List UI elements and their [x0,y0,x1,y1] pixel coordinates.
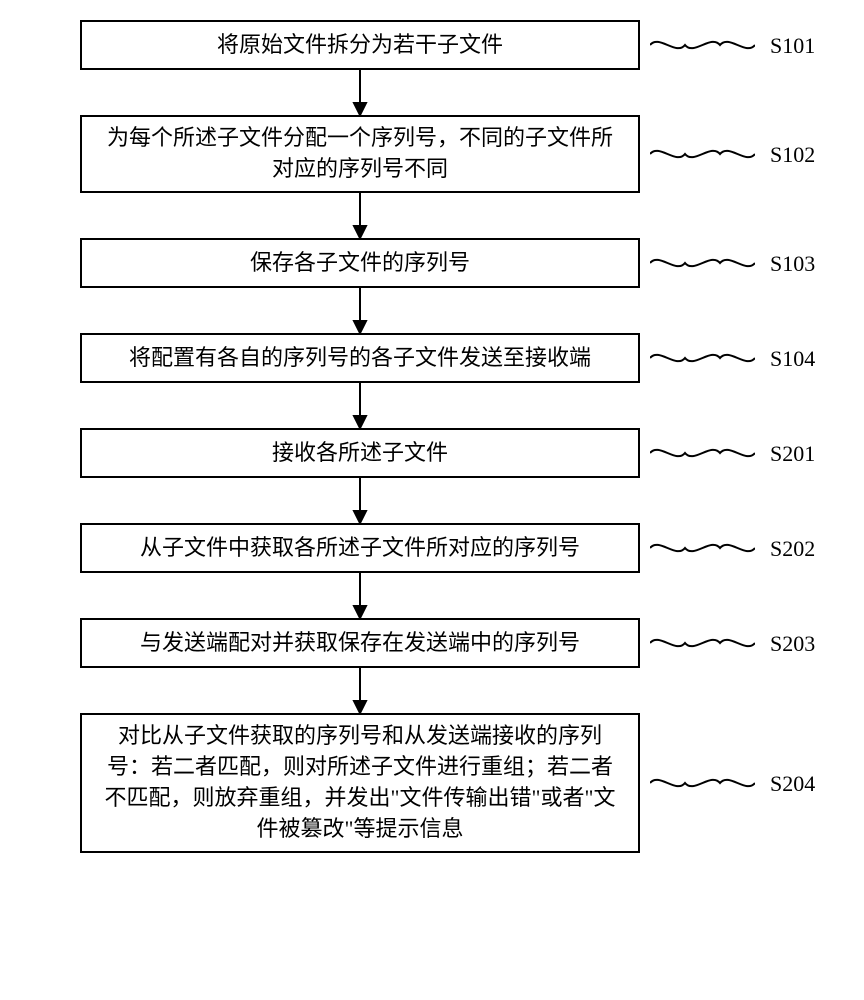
flowchart-step-box: 与发送端配对并获取保存在发送端中的序列号 [80,618,640,668]
flowchart-arrow [352,383,368,428]
wavy-connector [650,768,755,798]
flowchart-step-box: 对比从子文件获取的序列号和从发送端接收的序列号：若二者匹配，则对所述子文件进行重… [80,713,640,853]
step-text: 接收各所述子文件 [272,438,448,469]
step-label: S204 [770,771,815,797]
flowchart-container: 将原始文件拆分为若干子文件 S101 为每个所述子文件分配一个序列号，不同的子文件所… [0,0,864,1000]
step-text: 从子文件中获取各所述子文件所对应的序列号 [140,533,580,564]
step-label: S201 [770,441,815,467]
wavy-connector [650,438,755,468]
flowchart-arrow [352,193,368,238]
flowchart-step-box: 从子文件中获取各所述子文件所对应的序列号 [80,523,640,573]
wavy-connector [650,343,755,373]
step-label: S103 [770,251,815,277]
flowchart-step-box: 将配置有各自的序列号的各子文件发送至接收端 [80,333,640,383]
wavy-connector [650,248,755,278]
flowchart-arrow [352,288,368,333]
flowchart-step-box: 保存各子文件的序列号 [80,238,640,288]
flowchart-step-box: 接收各所述子文件 [80,428,640,478]
step-label: S104 [770,346,815,372]
step-text: 将配置有各自的序列号的各子文件发送至接收端 [129,343,591,374]
step-label: S102 [770,142,815,168]
flowchart-arrow [352,668,368,713]
wavy-connector [650,139,755,169]
step-label: S101 [770,33,815,59]
step-text: 对比从子文件获取的序列号和从发送端接收的序列号：若二者匹配，则对所述子文件进行重… [98,721,622,844]
flowchart-arrow [352,478,368,523]
step-text: 与发送端配对并获取保存在发送端中的序列号 [140,628,580,659]
step-text: 保存各子文件的序列号 [250,248,470,279]
step-text: 为每个所述子文件分配一个序列号，不同的子文件所对应的序列号不同 [98,123,622,185]
wavy-connector [650,533,755,563]
flowchart-arrow [352,573,368,618]
step-label: S202 [770,536,815,562]
step-label: S203 [770,631,815,657]
step-text: 将原始文件拆分为若干子文件 [217,30,503,61]
flowchart-arrow [352,70,368,115]
wavy-connector [650,30,755,60]
wavy-connector [650,628,755,658]
flowchart-step-box: 为每个所述子文件分配一个序列号，不同的子文件所对应的序列号不同 [80,115,640,193]
flowchart-step-box: 将原始文件拆分为若干子文件 [80,20,640,70]
